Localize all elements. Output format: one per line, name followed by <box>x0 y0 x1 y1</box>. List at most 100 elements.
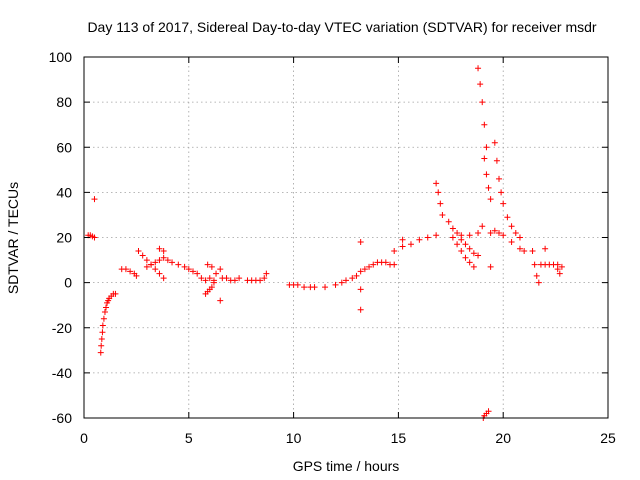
data-point <box>477 81 484 88</box>
data-point <box>236 275 243 282</box>
series-mid <box>286 268 364 291</box>
data-point <box>181 263 188 270</box>
data-point <box>198 275 205 282</box>
data-point <box>311 284 318 291</box>
data-point <box>439 211 446 218</box>
data-point <box>391 261 398 268</box>
series-steep <box>433 180 446 218</box>
data-point <box>508 239 515 246</box>
series-arc4 <box>143 254 171 270</box>
y-tick-label: 20 <box>56 230 72 246</box>
series-early1 <box>85 232 98 241</box>
data-point <box>491 227 498 234</box>
data-point <box>357 239 364 246</box>
data-point <box>210 279 217 286</box>
data-point <box>343 277 349 284</box>
y-tick-label: -40 <box>52 365 72 381</box>
data-point <box>483 171 490 178</box>
data-point <box>152 266 159 273</box>
data-point <box>485 184 492 191</box>
y-tick-label: -60 <box>52 410 72 426</box>
data-point <box>112 290 119 297</box>
data-point <box>357 268 364 275</box>
data-point <box>294 281 301 288</box>
y-tick-labels: -60 -40 -20 0 20 40 60 80 100 <box>49 49 73 426</box>
data-point <box>127 268 134 275</box>
data-point <box>100 315 107 322</box>
data-point <box>416 236 423 243</box>
y-tick-label: -20 <box>52 320 72 336</box>
data-point <box>479 223 486 230</box>
data-point <box>185 266 192 273</box>
data-point <box>194 270 201 277</box>
chart-title: Day 113 of 2017, Sidereal Day-to-day VTE… <box>87 19 596 35</box>
data-point <box>516 234 523 241</box>
data-point <box>454 229 461 236</box>
data-point <box>361 266 368 273</box>
series-top2 <box>481 155 494 203</box>
data-point <box>466 245 473 252</box>
data-point <box>500 200 507 207</box>
series-pt194 <box>487 263 494 270</box>
data-point <box>148 261 155 268</box>
series-end21 <box>529 248 542 286</box>
data-point <box>437 200 444 207</box>
series-pts6 <box>204 261 224 304</box>
data-points <box>85 65 565 421</box>
data-point <box>529 248 536 255</box>
data-point <box>301 284 308 291</box>
data-point <box>261 275 268 282</box>
series-rise1 <box>361 259 398 273</box>
data-point <box>491 139 498 146</box>
data-point <box>470 250 477 257</box>
data-point <box>97 349 104 356</box>
series-negs13 <box>357 286 364 313</box>
data-point <box>322 284 329 291</box>
series-top <box>475 65 490 151</box>
data-point <box>487 229 494 236</box>
data-point <box>208 284 215 291</box>
series-pt13b <box>357 239 364 246</box>
series-end22 <box>537 261 565 270</box>
data-point <box>332 281 339 288</box>
data-point <box>160 248 167 255</box>
x-tick-label: 20 <box>495 430 511 446</box>
data-point <box>475 229 482 236</box>
data-point <box>101 308 108 315</box>
data-point <box>353 272 360 279</box>
series-neg6 <box>202 279 217 297</box>
data-point <box>399 243 406 250</box>
y-tick-label: 80 <box>56 94 72 110</box>
data-point <box>152 259 159 266</box>
data-point <box>407 241 414 248</box>
data-point <box>213 270 220 277</box>
series-pts5 <box>156 245 192 273</box>
data-point <box>496 175 503 182</box>
x-tick-labels: 0 5 10 15 20 25 <box>80 430 616 446</box>
data-point <box>370 261 377 268</box>
data-point <box>382 259 389 266</box>
x-axis-label: GPS time / hours <box>293 458 400 474</box>
data-point <box>512 229 519 236</box>
data-point <box>435 189 442 196</box>
data-point <box>462 241 469 248</box>
data-point <box>521 248 528 255</box>
y-axis-label: SDTVAR / TECUs <box>5 182 21 294</box>
data-point <box>433 180 440 187</box>
data-point <box>204 261 211 268</box>
data-point <box>366 263 373 270</box>
data-point <box>98 342 105 349</box>
data-point <box>487 196 494 203</box>
data-point <box>479 99 486 106</box>
data-point <box>202 277 209 284</box>
data-point <box>516 245 523 252</box>
data-point <box>156 270 163 277</box>
data-point <box>338 279 345 286</box>
data-point <box>391 248 398 255</box>
series-pt87 <box>263 270 270 277</box>
data-point <box>554 266 561 273</box>
data-point <box>542 245 549 252</box>
data-point <box>156 257 163 264</box>
